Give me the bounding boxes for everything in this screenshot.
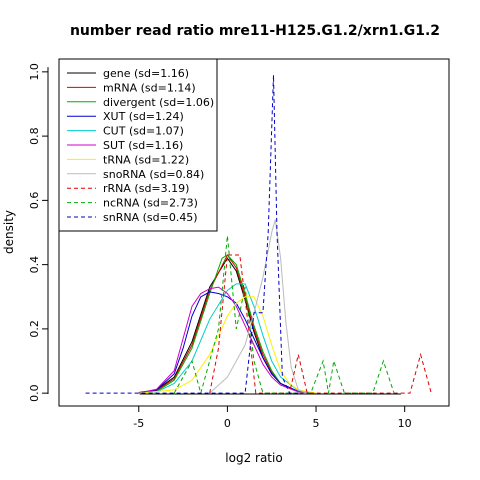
series-line-9 [173,235,395,395]
x-tick-label: 10 [398,417,412,430]
x-axis-ticks: -5 0 5 10 [133,406,412,430]
legend-entry-label: XUT (sd=1.24) [103,110,184,123]
x-tick-label: 0 [224,417,231,430]
legend-entry-label: ncRNA (sd=2.73) [103,197,198,210]
series-line-4 [138,283,317,394]
legend-entry-label: tRNA (sd=1.22) [103,153,189,166]
y-tick-label: 0.0 [28,384,41,402]
series-line-6 [138,296,317,394]
y-axis-ticks: 0.0 0.2 0.4 0.6 0.8 1.0 [28,63,48,402]
x-tick-label: -5 [133,417,144,430]
legend-entry-label: CUT (sd=1.07) [103,125,184,138]
legend-entry-label: mRNA (sd=1.14) [103,81,196,94]
series-line-8 [209,254,432,394]
series-line-3 [138,291,317,394]
y-tick-label: 1.0 [28,63,41,81]
series-line-10 [85,75,299,394]
plot-frame [58,58,450,407]
legend-entry-label: rRNA (sd=3.19) [103,182,189,195]
series-layer [85,75,432,395]
series-line-7 [209,219,308,394]
legend: gene (sd=1.16)mRNA (sd=1.14) divergent (s… [58,58,218,232]
series-line-5 [138,286,317,394]
series-line-2 [138,254,317,394]
y-tick-label: 0.2 [28,320,41,338]
legend-entry-label: SUT (sd=1.16) [103,139,183,152]
y-tick-label: 0.6 [28,192,41,210]
legend-entry-label: snRNA (sd=0.45) [103,211,198,224]
y-tick-label: 0.4 [28,256,41,274]
legend-entry-label: gene (sd=1.16) [103,67,189,80]
chart-title: number read ratio mre11-H125.G1.2/xrn1.G… [70,23,440,39]
legend-items: gene (sd=1.16)mRNA (sd=1.14) divergent (s… [67,67,214,224]
x-axis-label: log2 ratio [225,451,282,465]
legend-entry-label: divergent (sd=1.06) [103,96,214,109]
legend-entry-label: snoRNA (sd=0.84) [103,168,204,181]
y-tick-label: 0.8 [28,127,41,145]
y-axis-label: density [2,210,16,254]
x-tick-label: 5 [313,417,320,430]
